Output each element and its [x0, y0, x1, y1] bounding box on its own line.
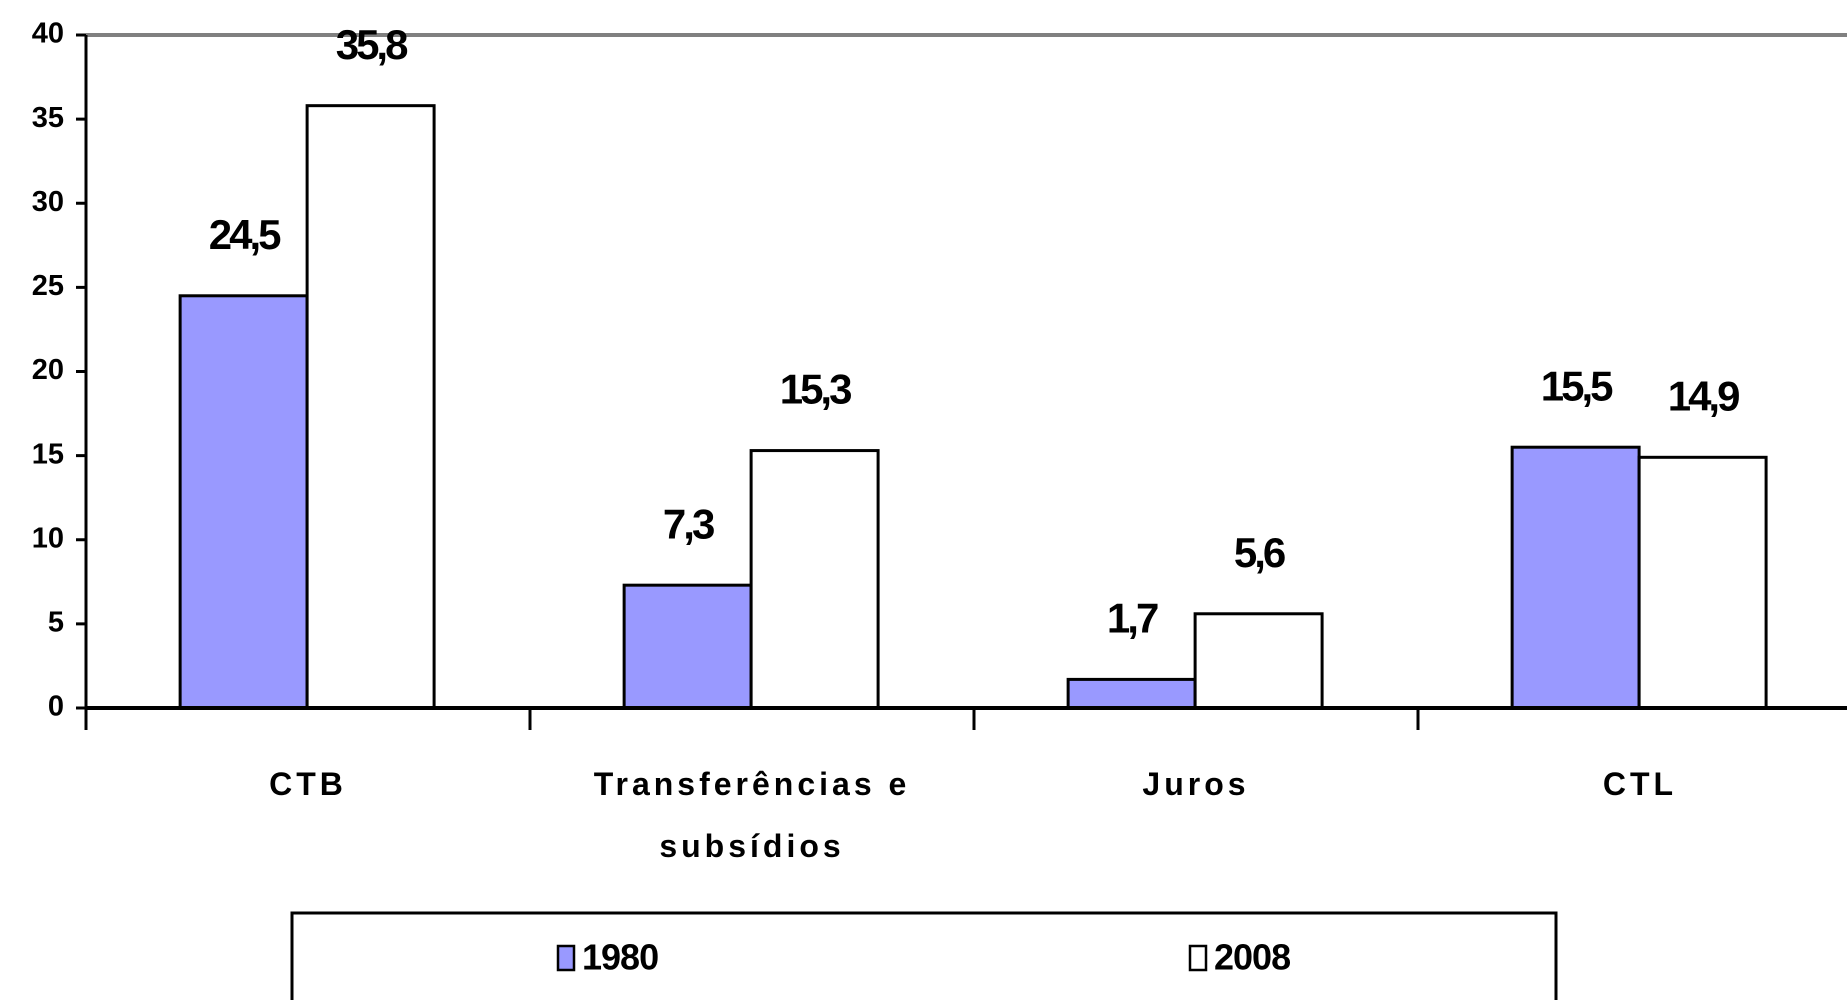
y-tick-label: 5	[48, 607, 64, 639]
bar	[1637, 455, 1768, 710]
x-tick-label: CTL	[1602, 766, 1678, 802]
data-label: 15,3	[780, 366, 851, 413]
legend-swatch	[556, 944, 576, 972]
y-tick-label: 10	[32, 522, 64, 554]
y-tick-label: 35	[32, 102, 64, 134]
bar	[305, 104, 436, 710]
x-tick-label: CTB	[269, 766, 347, 802]
data-label: 1,7	[1107, 594, 1158, 641]
legend-box	[290, 911, 1558, 1000]
y-tick-label: 25	[32, 270, 64, 302]
y-tick-label: 20	[32, 354, 64, 386]
y-tick-label: 15	[32, 438, 64, 470]
data-label: 14,9	[1668, 372, 1739, 419]
legend-label: 2008	[1214, 937, 1290, 978]
x-tick-label: Transferências e subsídios	[593, 766, 911, 864]
data-label: 24,5	[209, 211, 281, 258]
y-tick-label: 30	[32, 186, 64, 218]
data-label: 7,3	[663, 500, 714, 547]
x-tick-label: Juros	[1142, 766, 1250, 802]
bar	[178, 294, 309, 710]
bar	[1510, 445, 1641, 710]
y-tick-label: 0	[48, 691, 64, 723]
bar	[749, 449, 880, 710]
bar	[1193, 612, 1324, 710]
data-label: 15,5	[1541, 362, 1613, 409]
legend-label: 1980	[582, 937, 658, 978]
y-tick-label: 40	[32, 18, 64, 50]
data-label: 5,6	[1234, 529, 1285, 576]
legend-swatch	[1188, 944, 1208, 972]
data-label: 35,8	[336, 21, 408, 68]
bar	[622, 583, 753, 710]
bar	[1066, 677, 1197, 710]
